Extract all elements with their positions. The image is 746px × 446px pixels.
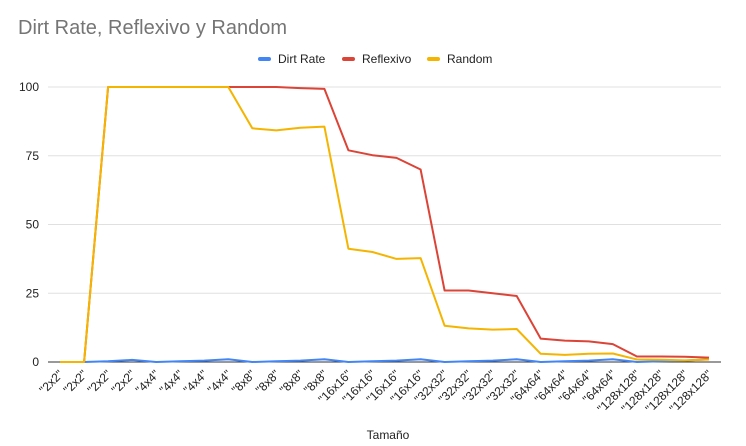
x-tick-label: "8x8" <box>277 367 307 397</box>
legend-label: Reflexivo <box>362 52 412 66</box>
legend-label: Dirt Rate <box>278 52 326 66</box>
x-tick-label: "4x4" <box>205 367 235 397</box>
y-tick-label: 100 <box>19 80 39 94</box>
x-axis-ticks: "2x2""2x2""2x2""2x2""4x4""4x4""4x4""4x4"… <box>37 367 716 415</box>
legend-swatch <box>342 57 355 61</box>
legend: Dirt Rate Reflexivo Random <box>258 52 492 66</box>
legend-swatch <box>258 57 271 61</box>
y-axis-ticks: 0 25 50 75 100 <box>19 80 39 369</box>
series-line-random <box>60 86 710 363</box>
x-tick-label: "2x2" <box>109 367 139 397</box>
x-tick-label: "4x4" <box>133 367 163 397</box>
x-tick-label: "4x4" <box>157 367 187 397</box>
chart-title: Dirt Rate, Reflexivo y Random <box>18 17 287 39</box>
series-line-dirt-rate <box>60 358 710 363</box>
legend-label: Random <box>447 52 492 66</box>
x-tick-label: "2x2" <box>61 367 91 397</box>
x-tick-label: "8x8" <box>253 367 283 397</box>
x-tick-label: "8x8" <box>229 367 259 397</box>
x-tick-label: "2x2" <box>37 367 67 397</box>
y-tick-label: 50 <box>26 218 40 232</box>
x-tick-label: "2x2" <box>85 367 115 397</box>
y-tick-label: 75 <box>26 149 40 163</box>
series-lines <box>60 86 710 363</box>
legend-swatch <box>427 57 440 61</box>
y-tick-label: 0 <box>32 355 39 369</box>
grid-lines <box>48 86 721 363</box>
x-tick-label: "4x4" <box>181 367 211 397</box>
y-tick-label: 25 <box>26 286 40 300</box>
x-axis-title: Tamaño <box>367 428 410 442</box>
